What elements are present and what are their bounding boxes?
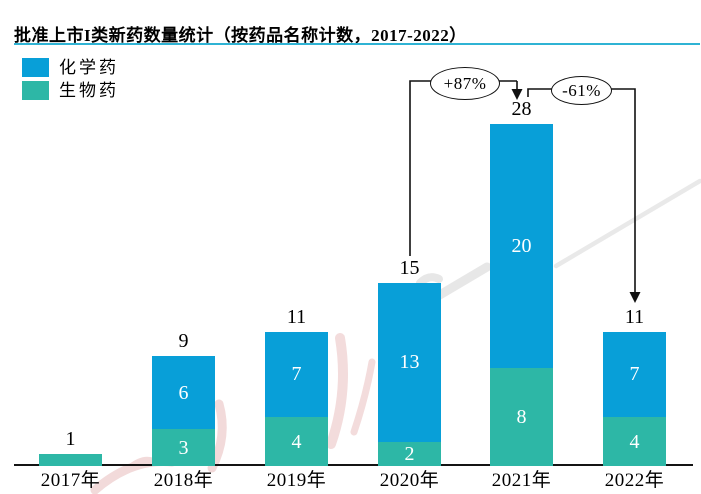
legend-swatch-biological — [22, 81, 49, 100]
annotation-callout-plus87: +87% — [430, 67, 500, 100]
title-underline — [14, 43, 700, 45]
legend-swatch-chemical — [22, 58, 49, 77]
watermark-diagonal-line — [553, 178, 701, 269]
x-axis-label-2018年: 2018年 — [153, 470, 214, 491]
segment-biological-2021年: 8 — [490, 368, 553, 466]
arrowhead-plus87 — [511, 89, 523, 100]
bar-2017年 — [39, 453, 102, 466]
legend: 化学药 生物药 — [22, 58, 119, 104]
total-label-2022年: 11 — [624, 305, 645, 328]
annotation-callout-minus61: -61% — [551, 76, 612, 105]
x-axis-label-2017年: 2017年 — [40, 470, 101, 491]
legend-label-chemical: 化学药 — [59, 58, 119, 77]
segment-chemical-2022年: 7 — [603, 331, 666, 418]
x-axis-label-2019年: 2019年 — [266, 470, 327, 491]
total-label-2018年: 9 — [178, 330, 189, 353]
segment-chemical-2018年: 6 — [152, 356, 215, 430]
total-label-2017年: 1 — [65, 427, 76, 450]
x-axis-line — [14, 464, 693, 466]
segment-chemical-2019年: 7 — [265, 331, 328, 418]
bar-2020年: 13 2 — [378, 283, 441, 466]
total-label-2021年: 28 — [511, 98, 532, 121]
legend-label-biological: 生物药 — [59, 81, 119, 100]
annotation-line-plus87 — [409, 80, 517, 256]
bar-2021年: 20 8 — [490, 124, 553, 466]
segment-biological-2019年: 4 — [265, 417, 328, 466]
segment-biological-2022年: 4 — [603, 417, 666, 466]
segment-biological-2020年: 2 — [378, 441, 441, 466]
annotation-label-plus87: +87% — [443, 74, 487, 93]
legend-item-chemical: 化学药 — [22, 58, 119, 77]
annotation-line-minus61 — [527, 88, 636, 293]
total-label-2019年: 11 — [286, 305, 307, 328]
x-axis-label-2020年: 2020年 — [379, 470, 440, 491]
segment-biological-2017年 — [39, 453, 102, 466]
watermark-swoosh — [433, 262, 492, 301]
total-label-2020年: 15 — [399, 257, 420, 279]
legend-item-biological: 生物药 — [22, 81, 119, 100]
arrowhead-minus61 — [629, 292, 641, 303]
segment-biological-2018年: 3 — [152, 429, 215, 466]
segment-chemical-2021年: 20 — [490, 124, 553, 369]
chart-title: 批准上市I类新药数量统计（按药品名称计数，2017-2022） — [14, 26, 467, 45]
x-axis-label-2021年: 2021年 — [491, 470, 552, 491]
x-axis-label-2022年: 2022年 — [604, 470, 665, 491]
annotation-label-minus61: -61% — [562, 81, 601, 100]
segment-chemical-2020年: 13 — [378, 283, 441, 442]
